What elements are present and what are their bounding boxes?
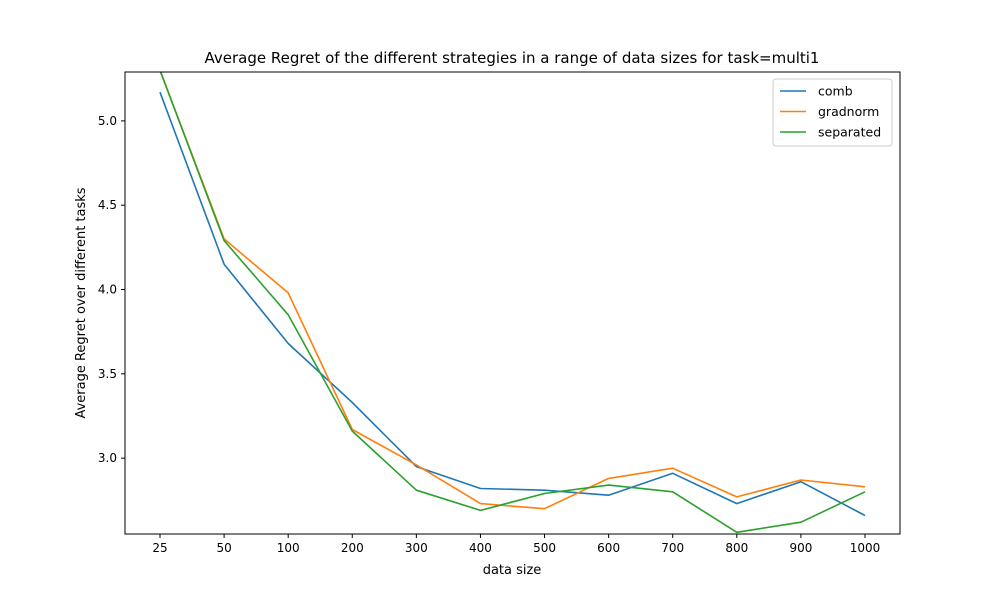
x-axis: 25 50 100 200 300 400 500 600 700 800 900 1000	[152, 534, 880, 555]
x-tick-label: 900	[789, 541, 812, 555]
legend-label: separated	[818, 125, 881, 140]
y-tick-label: 3.0	[98, 451, 117, 465]
y-tick-label: 4.5	[98, 198, 117, 212]
x-tick-label: 200	[341, 541, 364, 555]
y-tick-label: 5.0	[98, 114, 117, 128]
x-tick-label: 1000	[850, 541, 881, 555]
plot-frame	[124, 71, 901, 535]
legend: comb gradnorm separated	[772, 78, 893, 147]
series-line-separated	[159, 72, 866, 534]
x-tick-label: 400	[469, 541, 492, 555]
y-tick-label: 3.5	[98, 367, 117, 381]
series-lines	[159, 72, 866, 534]
legend-label: gradnorm	[818, 104, 879, 119]
x-tick-label: 300	[405, 541, 428, 555]
y-axis: 3.0 3.5 4.0 4.5 5.0	[98, 114, 125, 465]
series-line-gradnorm	[159, 72, 866, 510]
legend-box	[772, 78, 893, 147]
series-line-comb	[159, 91, 866, 517]
y-axis-label: Average Regret over different tasks	[74, 187, 89, 418]
x-tick-label: 700	[661, 541, 684, 555]
x-tick-label: 25	[152, 541, 167, 555]
x-tick-label: 600	[597, 541, 620, 555]
legend-label: comb	[818, 84, 853, 99]
chart-title: Average Regret of the different strategi…	[205, 49, 820, 67]
x-tick-label: 100	[277, 541, 300, 555]
x-tick-label: 800	[725, 541, 748, 555]
x-tick-label: 50	[216, 541, 231, 555]
y-tick-label: 4.0	[98, 283, 117, 297]
x-axis-label: data size	[483, 563, 542, 578]
x-tick-label: 500	[533, 541, 556, 555]
